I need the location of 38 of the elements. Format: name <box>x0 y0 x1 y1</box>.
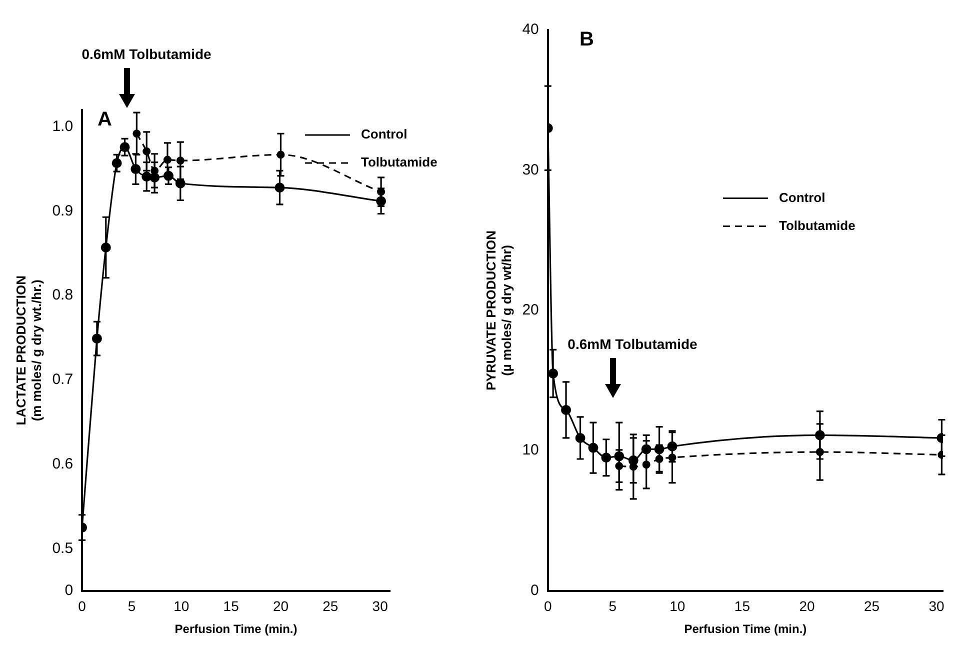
y-axis-title: PYRUVATE PRODUCTION (µ moles/ g dry wt/hr) <box>483 230 514 390</box>
y-axis-title: LACTATE PRODUCTION (m moles/ g dry wt./hr.) <box>13 276 44 426</box>
x-axis-title: Perfusion Time (min.) <box>174 622 298 636</box>
x-axis-title: Perfusion Time (min.) <box>684 622 807 636</box>
annotation: 0.6mM Tolbutamide <box>568 336 698 352</box>
y-tick-label: 10 <box>522 442 539 459</box>
legend-label: Tolbutamide <box>361 154 438 170</box>
x-tick-label: 5 <box>128 598 136 614</box>
x-tick-label: 25 <box>322 598 338 614</box>
x-tick-label: 5 <box>608 598 617 614</box>
annotation: B <box>579 28 594 51</box>
x-tick-label: 25 <box>864 598 880 614</box>
y-tick-label: 0.7 <box>52 371 74 388</box>
y-tick-label: 0.8 <box>52 286 74 304</box>
text: 0.6mM Tolbutamide <box>82 46 212 62</box>
y-tick-label: 30 <box>522 161 539 178</box>
y-tick-label: 0.5 <box>52 540 74 557</box>
x-tick-label: 10 <box>174 598 190 614</box>
y-tick-label: 40 <box>522 21 539 38</box>
x-tick-label: 15 <box>223 598 240 614</box>
y-tick-label: 0.9 <box>52 202 74 220</box>
x-tick-label: 15 <box>734 598 750 614</box>
y-tick-label: 0 <box>64 582 74 599</box>
y-tick-label: 20 <box>522 302 539 319</box>
y-tick-label: 1.0 <box>52 118 74 136</box>
annotation: A <box>97 108 112 131</box>
x-tick-label: 0 <box>78 598 86 614</box>
y-tick-label: 0 <box>530 582 539 599</box>
x-tick-label: 30 <box>372 598 388 614</box>
y-tick-label: 0.6 <box>52 455 74 472</box>
x-tick-label: 0 <box>544 598 552 614</box>
x-tick-label: 10 <box>670 598 686 614</box>
legend-label: Control <box>779 190 826 205</box>
legend-label: Tolbutamide <box>779 218 856 233</box>
x-tick-label: 30 <box>928 598 945 614</box>
x-tick-label: 20 <box>799 598 815 614</box>
legend-label: Control <box>361 126 408 142</box>
x-tick-label: 20 <box>272 598 289 614</box>
